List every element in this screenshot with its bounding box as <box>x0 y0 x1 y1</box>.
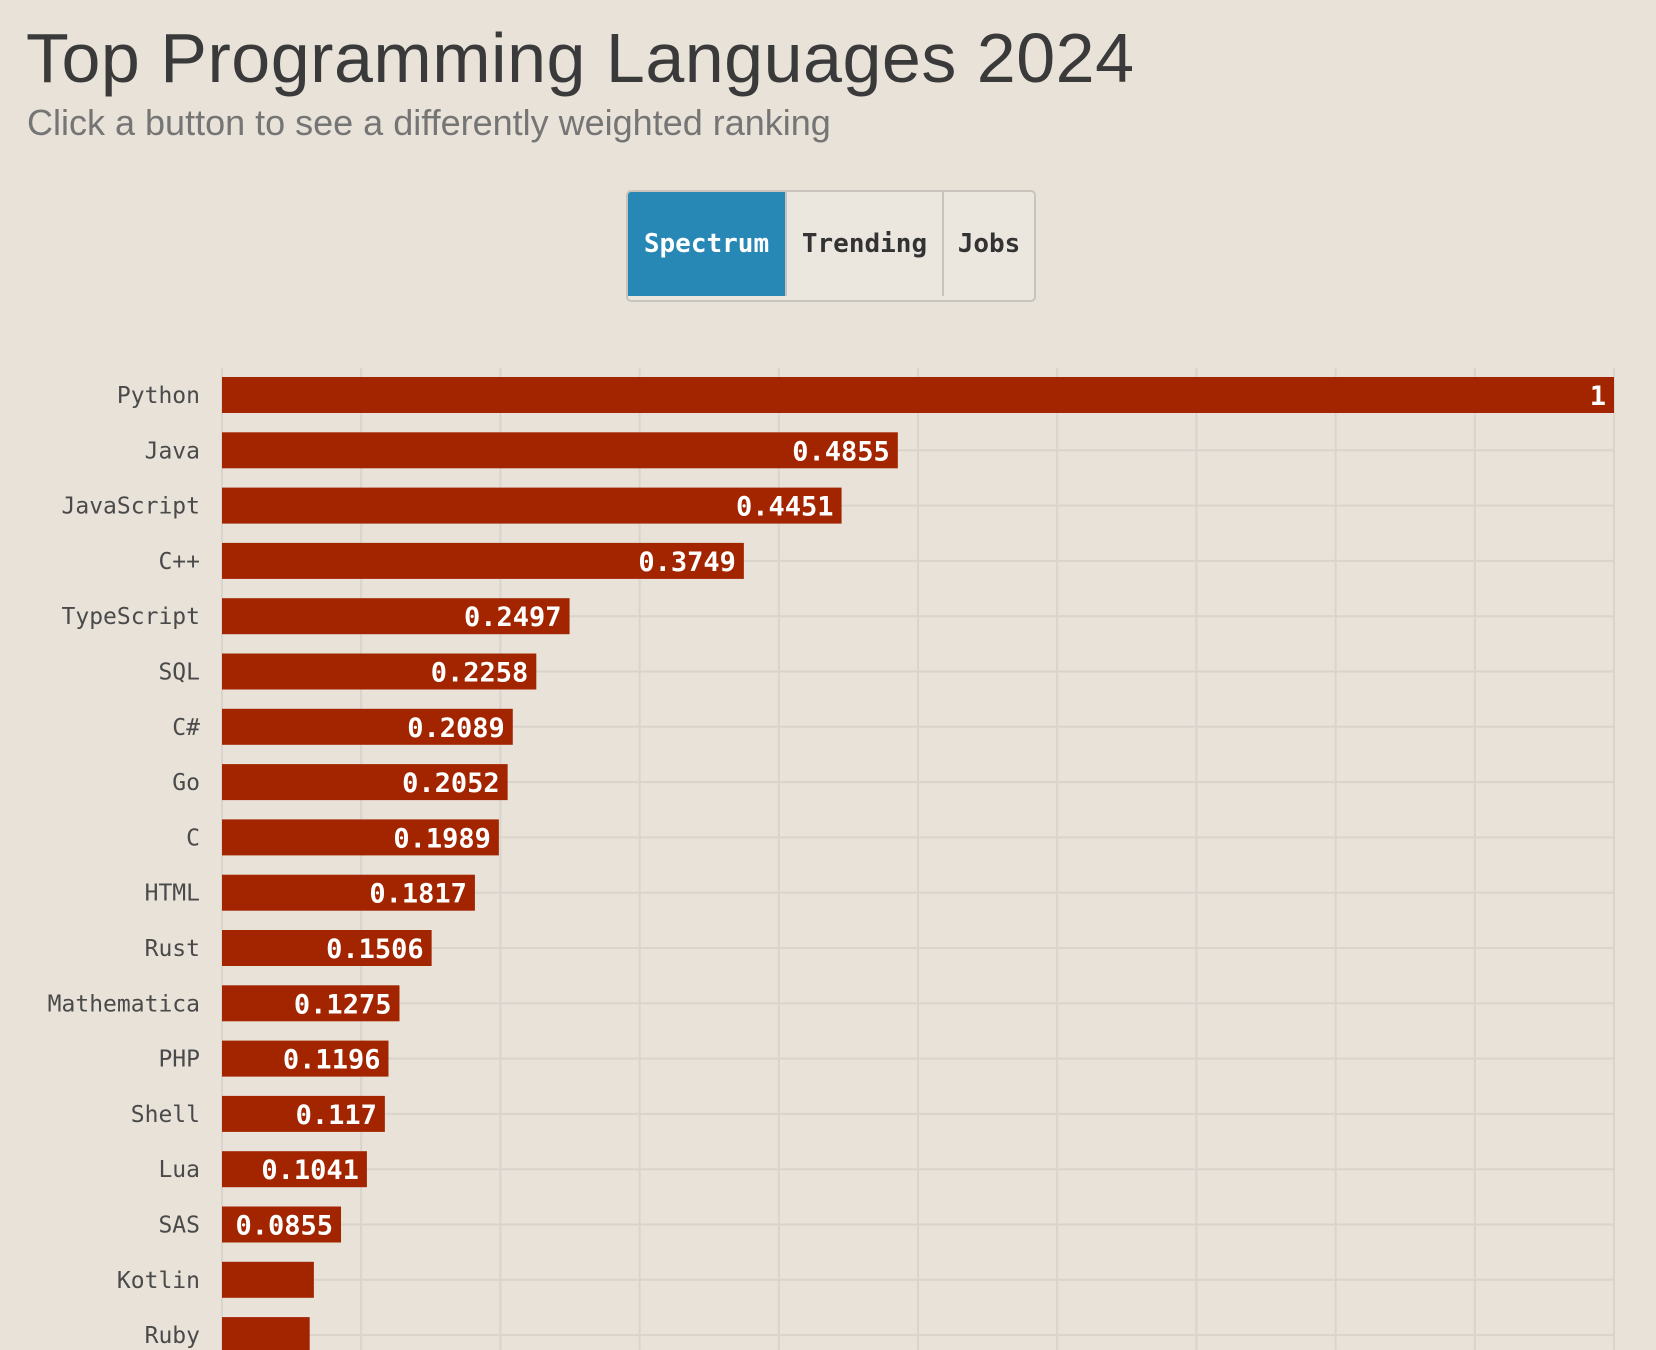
bar-java[interactable] <box>222 432 898 469</box>
category-label: Python <box>117 383 200 409</box>
bar-html[interactable] <box>222 874 475 911</box>
bar-kotlin[interactable] <box>222 1261 314 1298</box>
bar-c-[interactable] <box>222 542 744 579</box>
bar-typescript[interactable] <box>222 598 570 635</box>
bar-c-[interactable] <box>222 708 513 745</box>
bar-lua[interactable] <box>222 1151 367 1188</box>
bar-shell[interactable] <box>222 1095 385 1132</box>
category-label: C <box>186 825 200 851</box>
trending-button[interactable]: Trending <box>785 192 942 296</box>
value-label: 0.2497 <box>464 602 562 633</box>
value-label: 0.1275 <box>294 989 392 1020</box>
category-label: SQL <box>158 660 200 686</box>
spectrum-button[interactable]: Spectrum <box>628 192 785 296</box>
bar-rust[interactable] <box>222 930 432 966</box>
category-label: Ruby <box>145 1323 200 1349</box>
bar-go[interactable] <box>222 764 508 801</box>
jobs-button[interactable]: Jobs <box>942 192 1034 296</box>
page-subtitle: Click a button to see a differently weig… <box>27 102 831 143</box>
bar-javascript[interactable] <box>222 487 842 524</box>
value-label: 0.1506 <box>326 934 424 965</box>
page-title: Top Programming Languages 2024 <box>26 19 1135 97</box>
bar-python[interactable] <box>222 377 1614 413</box>
category-label: Kotlin <box>117 1268 200 1294</box>
value-label: 0.117 <box>296 1100 377 1131</box>
category-label: TypeScript <box>62 604 200 630</box>
value-label: 0.1041 <box>261 1155 359 1186</box>
category-label: PHP <box>158 1047 200 1073</box>
value-label: 0.1196 <box>283 1045 381 1076</box>
category-label: Rust <box>145 936 200 962</box>
value-label: 0.2089 <box>407 713 505 744</box>
bar-sas[interactable] <box>222 1206 342 1243</box>
bar-mathematica[interactable] <box>222 985 400 1022</box>
category-label: SAS <box>158 1213 200 1239</box>
category-label: Lua <box>158 1157 200 1183</box>
category-label: C# <box>172 715 200 741</box>
category-label: Go <box>172 770 200 796</box>
bar-ruby[interactable] <box>222 1317 310 1350</box>
value-label: 0.2258 <box>431 658 529 689</box>
value-label: 0.2052 <box>402 768 500 799</box>
value-label: 0.1989 <box>393 823 491 854</box>
bar-chart-svg: Python 1 Java 0.4855 JavaScript 0.4451 C++ 0.37… <box>48 368 1615 1350</box>
bar-c[interactable] <box>222 819 499 856</box>
value-label: 0.0855 <box>235 1211 333 1242</box>
value-label: 0.4855 <box>792 436 890 467</box>
value-label: 1 <box>1590 381 1606 412</box>
category-label: JavaScript <box>62 494 200 520</box>
category-label: Java <box>145 438 200 464</box>
category-label: Shell <box>131 1102 200 1128</box>
value-label: 0.1817 <box>369 879 467 910</box>
ranking-button-group: Spectrum Trending Jobs <box>626 190 1036 302</box>
category-label: C++ <box>158 549 200 575</box>
value-label: 0.3749 <box>638 547 736 578</box>
bar-sql[interactable] <box>222 653 537 690</box>
value-label: 0.4451 <box>736 492 834 523</box>
bar-php[interactable] <box>222 1040 389 1077</box>
ranking-chart: Python 1 Java 0.4855 JavaScript 0.4451 C++ 0.37… <box>0 360 1656 1350</box>
category-label: HTML <box>145 881 200 907</box>
category-label: Mathematica <box>48 991 200 1017</box>
